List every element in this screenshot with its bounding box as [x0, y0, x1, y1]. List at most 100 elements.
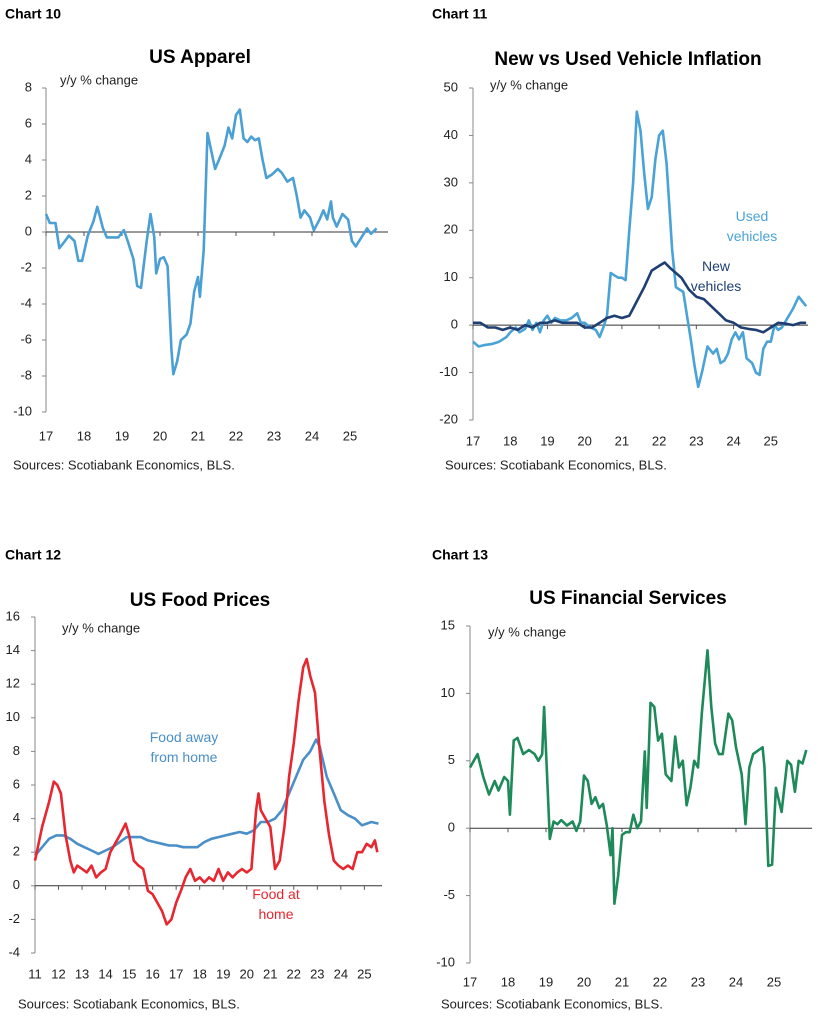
x-tick-label: 23 [267, 428, 281, 443]
x-tick-label: 21 [615, 974, 629, 989]
series-label: Used vehicles [726, 208, 778, 244]
y-tick-label: 20 [444, 222, 458, 237]
chart-title: New vs Used Vehicle Inflation [494, 49, 761, 70]
x-tick-label: 23 [691, 974, 705, 989]
y-tick-label: 0 [451, 317, 458, 332]
y-tick-label: 15 [441, 617, 455, 632]
y-tick-label: -2 [8, 911, 20, 926]
x-tick-label: 22 [652, 433, 666, 448]
subtitle: y/y % change [62, 620, 140, 635]
y-tick-label: 2 [25, 187, 32, 202]
x-tick-label: 17 [39, 428, 53, 443]
x-tick-label: 19 [540, 433, 554, 448]
y-tick-label: -10 [13, 403, 32, 418]
x-tick-label: 17 [463, 974, 477, 989]
series-line [473, 261, 807, 334]
y-tick-label: 4 [13, 810, 20, 825]
x-tick-label: 24 [334, 966, 348, 981]
y-tick-label: 10 [6, 709, 20, 724]
series-label: Food away from home [149, 729, 219, 765]
y-tick-label: -8 [20, 367, 32, 382]
x-tick-label: 19 [539, 974, 553, 989]
x-tick-label: 22 [287, 966, 301, 981]
source: Sources: Scotiabank Economics, BLS. [13, 457, 235, 472]
x-tick-label: 22 [229, 428, 243, 443]
y-tick-label: 5 [448, 752, 455, 767]
chart-title: US Apparel [149, 47, 251, 68]
y-tick-label: 40 [444, 127, 458, 142]
y-tick-label: -10 [439, 364, 458, 379]
series-line [34, 738, 379, 857]
y-tick-label: 6 [13, 776, 20, 791]
series-label: New vehicles [690, 258, 742, 294]
y-tick-label: 6 [25, 115, 32, 130]
x-tick-label: 11 [28, 966, 42, 981]
y-tick-label: 0 [13, 877, 20, 892]
chart-title: US Food Prices [130, 590, 270, 611]
x-tick-label: 25 [357, 966, 371, 981]
subtitle: y/y % change [60, 72, 138, 87]
source: Sources: Scotiabank Economics, BLS. [445, 457, 667, 472]
y-tick-label: 0 [448, 820, 455, 835]
x-tick-label: 24 [726, 433, 740, 448]
chart-label: Chart 11 [432, 6, 487, 22]
x-tick-label: 17 [466, 433, 480, 448]
y-tick-label: 12 [6, 676, 20, 691]
y-tick-label: 4 [25, 151, 32, 166]
x-tick-label: 25 [767, 974, 781, 989]
x-tick-label: 20 [239, 966, 253, 981]
x-tick-label: 12 [51, 966, 65, 981]
y-tick-label: -4 [20, 295, 32, 310]
x-tick-label: 18 [501, 974, 515, 989]
y-tick-label: -20 [439, 411, 458, 426]
subtitle: y/y % change [490, 77, 568, 92]
source: Sources: Scotiabank Economics, BLS. [18, 996, 240, 1011]
y-tick-label: 2 [13, 844, 20, 859]
x-tick-label: 24 [305, 428, 319, 443]
x-tick-label: 22 [653, 974, 667, 989]
x-tick-label: 19 [216, 966, 230, 981]
y-tick-label: -4 [8, 944, 20, 959]
x-tick-label: 13 [75, 966, 89, 981]
x-tick-label: 18 [503, 433, 517, 448]
series-line [44, 108, 378, 376]
y-tick-label: 0 [25, 223, 32, 238]
series-line [472, 110, 808, 389]
x-tick-label: 25 [764, 433, 778, 448]
series-line [33, 657, 379, 926]
x-tick-label: 20 [577, 433, 591, 448]
y-tick-label: 8 [13, 743, 20, 758]
x-tick-label: 17 [169, 966, 183, 981]
x-tick-label: 23 [310, 966, 324, 981]
subtitle: y/y % change [488, 624, 566, 639]
y-tick-label: 16 [6, 608, 20, 623]
y-tick-label: 10 [444, 269, 458, 284]
x-tick-label: 21 [263, 966, 277, 981]
x-tick-label: 18 [77, 428, 91, 443]
y-tick-label: 30 [444, 174, 458, 189]
y-tick-label: 14 [6, 642, 20, 657]
source: Sources: Scotiabank Economics, BLS. [441, 996, 663, 1011]
x-tick-label: 21 [615, 433, 629, 448]
chart-label: Chart 10 [5, 6, 61, 22]
x-tick-label: 20 [577, 974, 591, 989]
x-tick-label: 21 [191, 428, 205, 443]
x-tick-label: 19 [115, 428, 129, 443]
y-tick-label: 50 [444, 79, 458, 94]
x-tick-label: 24 [729, 974, 743, 989]
x-tick-label: 14 [98, 966, 112, 981]
chart-label: Chart 12 [5, 547, 61, 563]
y-tick-label: -10 [436, 954, 455, 969]
y-tick-label: 8 [25, 79, 32, 94]
y-tick-label: 10 [441, 685, 455, 700]
x-tick-label: 25 [343, 428, 357, 443]
chart-title: US Financial Services [529, 588, 727, 609]
series-line [468, 649, 808, 905]
series-label: Food at home [252, 886, 300, 922]
x-tick-label: 15 [122, 966, 136, 981]
y-tick-label: -6 [20, 331, 32, 346]
y-tick-label: -2 [20, 259, 32, 274]
x-tick-label: 20 [153, 428, 167, 443]
